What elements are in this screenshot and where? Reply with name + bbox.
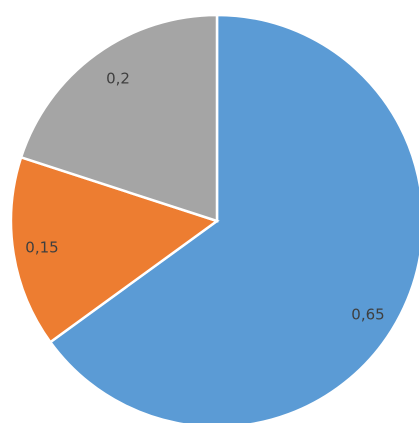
pie-slice-label-1: 0,15: [25, 239, 58, 257]
pie-slice-0: [48, 13, 419, 423]
pie-slice-label-2: 0,2: [106, 70, 130, 88]
pie-slice-2: [19, 13, 219, 223]
pie-slice-1: [9, 155, 220, 344]
pie-slices: [9, 13, 419, 423]
pie-slice-label-0: 0,65: [351, 306, 384, 324]
pie-slice-labels: 0,65 0,15 0,2: [25, 70, 384, 324]
